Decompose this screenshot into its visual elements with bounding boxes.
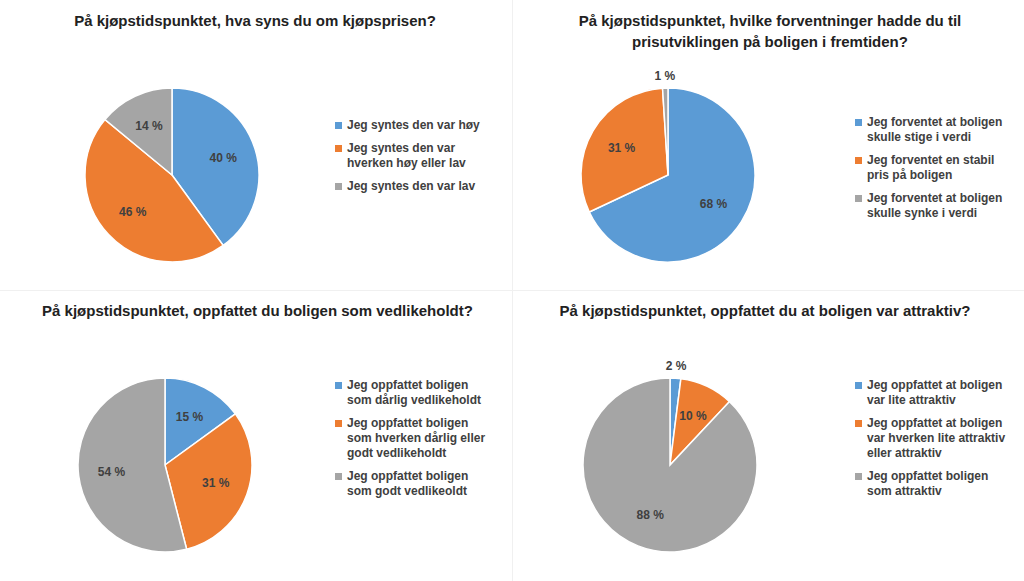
svg-text:1 %: 1 % bbox=[655, 69, 676, 83]
html-text:Jeg syntes den var hverken høy: Jeg syntes den var hverken høy eller lav bbox=[347, 141, 466, 170]
svg-text:68 %: 68 % bbox=[700, 197, 728, 211]
html-text:Jeg syntes den var lav: Jeg syntes den var lav bbox=[347, 179, 476, 193]
html-text:Jeg syntes den var høy: Jeg syntes den var høy bbox=[347, 118, 480, 132]
svg-text:10 %: 10 % bbox=[679, 409, 707, 423]
svg-text:31 %: 31 % bbox=[202, 476, 230, 490]
html-text:Jeg oppfattet boligen som dårl: Jeg oppfattet boligen som dårlig vedlike… bbox=[347, 378, 481, 407]
html-text:På kjøpstidspunktet, oppfattet: På kjøpstidspunktet, oppfattet du bolige… bbox=[42, 302, 473, 319]
html-text:Jeg oppfattet boligen som hver: Jeg oppfattet boligen som hverken dårlig… bbox=[347, 416, 486, 460]
html-text:Jeg oppfattet boligen som attr: Jeg oppfattet boligen som attraktiv bbox=[867, 469, 989, 498]
html-text:Jeg forventet at boligen skull: Jeg forventet at boligen skulle stige i … bbox=[867, 115, 1003, 144]
svg-text:40 %: 40 % bbox=[210, 151, 238, 165]
html-text:På kjøpstidspunktet, hvilke fo: På kjøpstidspunktet, hvilke forventninge… bbox=[578, 12, 962, 50]
html-text:På kjøpstidspunktet, hva syns: På kjøpstidspunktet, hva syns du om kjøp… bbox=[74, 12, 436, 29]
svg-text:46 %: 46 % bbox=[119, 205, 147, 219]
html-text:Jeg oppfattet boligen som godt: Jeg oppfattet boligen som godt vedlikeol… bbox=[347, 469, 469, 498]
svg-text:15 %: 15 % bbox=[176, 410, 204, 424]
svg-text:31 %: 31 % bbox=[608, 141, 636, 155]
svg-text:2 %: 2 % bbox=[666, 359, 687, 373]
svg-text:54 %: 54 % bbox=[98, 465, 126, 479]
html-text:Jeg forventet en stabil pris p: Jeg forventet en stabil pris på boligen bbox=[867, 153, 995, 182]
html-text:Jeg oppfattet at boligen var h: Jeg oppfattet at boligen var hverken lit… bbox=[867, 416, 1006, 460]
html-text:På kjøpstidspunktet, oppfattet: På kjøpstidspunktet, oppfattet du at bol… bbox=[559, 302, 971, 319]
svg-text:14 %: 14 % bbox=[135, 119, 163, 133]
html-text:Jeg oppfattet at boligen var l: Jeg oppfattet at boligen var lite attrak… bbox=[867, 378, 1003, 407]
svg-text:88 %: 88 % bbox=[636, 508, 664, 522]
html-text:Jeg forventet at boligen skull: Jeg forventet at boligen skulle synke i … bbox=[867, 191, 1003, 220]
